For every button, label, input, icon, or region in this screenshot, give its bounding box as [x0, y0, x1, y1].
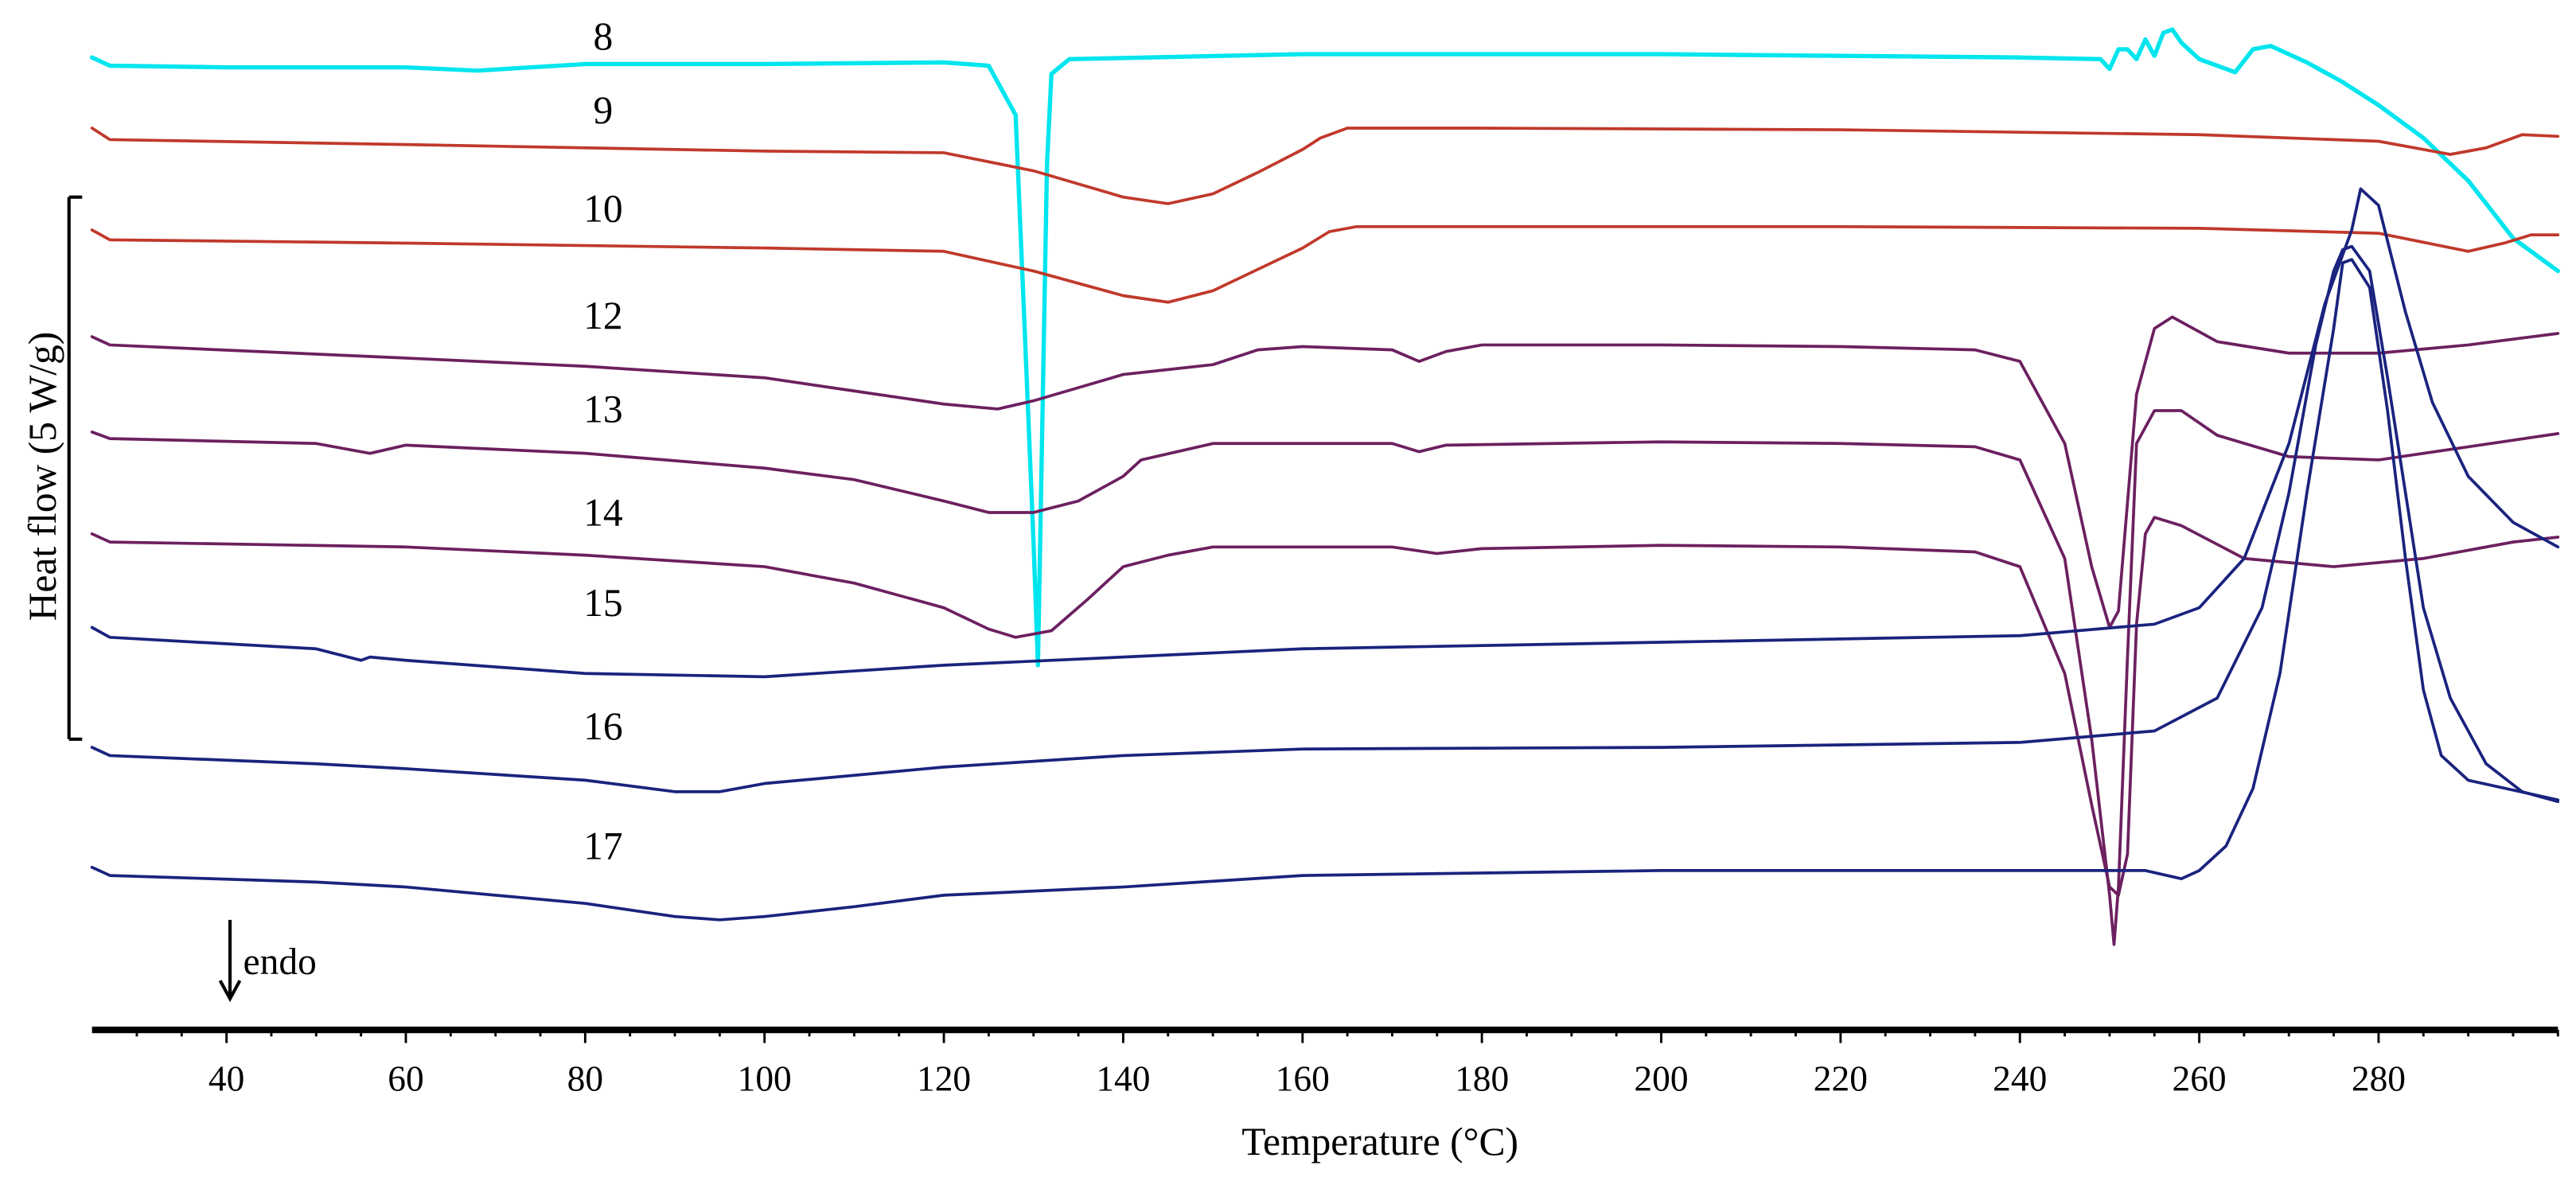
x-tick-label: 100	[738, 1058, 792, 1098]
series-label-8: 8	[593, 14, 613, 58]
x-tick-label: 280	[2352, 1058, 2406, 1098]
series-label-16: 16	[583, 704, 623, 748]
curve-8	[89, 27, 2560, 668]
series-label-13: 13	[583, 387, 623, 431]
x-tick-label: 200	[1634, 1058, 1688, 1098]
curve-12	[90, 315, 2560, 629]
series-curves	[89, 27, 2560, 946]
x-tick-label: 40	[208, 1058, 244, 1098]
x-tick-label: 160	[1276, 1058, 1330, 1098]
series-label-10: 10	[583, 187, 623, 231]
x-tick-label: 60	[388, 1058, 423, 1098]
x-tick-label: 80	[567, 1058, 603, 1098]
x-tick-label: 260	[2173, 1058, 2227, 1098]
series-label-9: 9	[593, 88, 613, 132]
x-tick-label: 140	[1096, 1058, 1150, 1098]
endo-label: endo	[244, 941, 317, 983]
x-tick-label: 180	[1455, 1058, 1509, 1098]
curve-13	[90, 409, 2560, 946]
curve-14	[90, 516, 2560, 897]
endo-arrowhead-icon	[218, 980, 242, 1003]
series-label-14: 14	[583, 490, 623, 534]
series-labels: 8 9 10 12 13 14 15 16 17	[583, 14, 623, 868]
series-label-12: 12	[583, 294, 623, 337]
curve-16	[90, 244, 2560, 804]
curve-10	[90, 224, 2560, 304]
curve-9	[90, 127, 2560, 205]
x-tick-label: 240	[1993, 1058, 2047, 1098]
series-label-15: 15	[583, 581, 623, 625]
curve-15	[90, 187, 2560, 679]
x-axis-ticks	[135, 1030, 2559, 1043]
endo-indicator: endo	[218, 919, 317, 1003]
series-label-17: 17	[583, 824, 623, 867]
x-tick-label: 220	[1814, 1058, 1868, 1098]
x-axis-label: Temperature (°C)	[1241, 1120, 1518, 1163]
y-scale-bracket	[67, 195, 83, 741]
x-axis-tick-labels: 40 60 80 100 120 140 160 180 200 220 240 260 280	[208, 1058, 2406, 1098]
y-axis-label: Heat flow (5 W/g)	[21, 332, 64, 622]
x-tick-label: 120	[917, 1058, 971, 1098]
curve-17	[90, 258, 2560, 922]
